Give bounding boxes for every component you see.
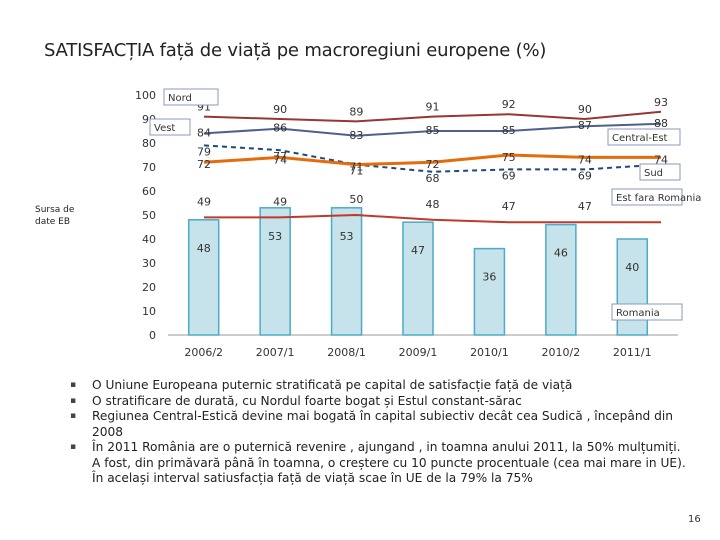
bullet-item: ▪ În 2011 România are o puternică revenir… [70, 440, 690, 487]
bar-data-label: 46 [554, 247, 568, 260]
bullet-dot: ▪ [70, 442, 77, 452]
line-data-label: 74 [273, 153, 287, 166]
line-data-label: 69 [502, 169, 516, 182]
bullet-text: O Uniune Europeana puternic stratificată… [92, 378, 573, 392]
bar-data-label: 53 [340, 230, 354, 243]
bullet-item: ▪ O Uniune Europeana puternic stratificat… [70, 378, 690, 394]
y-tick-label: 30 [142, 257, 156, 270]
bullet-text: Regiunea Central-Estică devine mai bogat… [92, 409, 674, 439]
line-data-label: 83 [349, 129, 363, 142]
bar-romania [545, 223, 577, 336]
bar-romania [402, 221, 434, 336]
series-line-sud [203, 144, 662, 173]
line-data-label: 88 [654, 117, 668, 130]
x-tick-label: 2008/1 [327, 346, 366, 359]
bar-data-label: 48 [197, 242, 211, 255]
source-label: Sursa de date EB [35, 205, 75, 227]
x-tick-label: 2006/2 [184, 346, 223, 359]
page-number: 16 [688, 514, 701, 525]
y-tick-label: 50 [142, 209, 156, 222]
x-tick-label: 2010/2 [542, 346, 581, 359]
bar-romania [187, 219, 220, 336]
y-tick-label: 60 [142, 185, 156, 198]
bar-romania [259, 207, 291, 336]
line-data-label: 71 [349, 165, 363, 178]
line-data-label: 90 [273, 103, 287, 116]
line-data-label: 74 [578, 153, 592, 166]
bullet-dot: ▪ [70, 395, 77, 406]
bar-data-label: 36 [482, 271, 496, 284]
legend-box [607, 128, 681, 146]
line-data-label: 85 [426, 124, 440, 137]
line-data-label: 49 [273, 195, 287, 208]
bullet-text: În 2011 România are o puternică revenire… [92, 440, 686, 485]
series-line-est-fara-romania [204, 213, 661, 224]
bullet-list: ▪ O Uniune Europeana puternic stratificat… [70, 378, 690, 487]
line-data-label: 84 [197, 126, 211, 139]
line-data-label: 85 [502, 124, 516, 137]
series-line-nord [203, 110, 662, 123]
line-data-label: 89 [349, 105, 363, 118]
bullet-item: ▪ O stratificare de durată, cu Nordul foa… [70, 394, 690, 410]
line-data-label: 93 [654, 96, 668, 109]
line-data-label: 72 [197, 158, 211, 171]
legend-label: Romania [616, 308, 660, 319]
line-data-label: 69 [578, 169, 592, 182]
legend-box [149, 118, 191, 136]
x-tick-label: 2011/1 [613, 346, 652, 359]
bullet-dot: ▪ [70, 411, 77, 421]
y-tick-label: 20 [142, 281, 156, 294]
series-line-vest [203, 122, 662, 137]
bar-data-label: 40 [625, 261, 639, 274]
legend-label: Est fara Romania [616, 193, 701, 204]
bullet-item: ▪ Regiunea Central-Estică devine mai boga… [70, 409, 690, 440]
y-tick-label: 70 [142, 161, 156, 174]
x-tick-label: 2007/1 [256, 346, 295, 359]
legend-label: Nord [168, 93, 192, 104]
line-data-label: 72 [426, 158, 440, 171]
legend-box [611, 303, 683, 321]
legend-box [611, 188, 683, 206]
legend-box [163, 88, 219, 106]
bullet-text: O stratificare de durată, cu Nordul foar… [92, 393, 522, 408]
bar-data-label: 47 [411, 244, 425, 257]
line-data-label: 87 [578, 119, 592, 132]
line-data-label: 50 [349, 193, 363, 206]
line-data-label: 48 [426, 198, 440, 211]
page-title: SATISFACȚIA față de viață pe macroregiun… [44, 40, 547, 61]
series-line-central-est [203, 153, 661, 167]
line-data-label: 75 [502, 151, 516, 164]
line-data-label: 92 [502, 98, 516, 111]
legend-label: Central-Est [612, 133, 668, 144]
bar-data-label: 53 [268, 230, 282, 243]
line-data-label: 47 [502, 200, 516, 213]
line-data-label: 86 [273, 122, 287, 135]
legend-label: Vest [154, 123, 175, 134]
x-tick-label: 2010/1 [470, 346, 509, 359]
y-tick-label: 100 [135, 89, 156, 102]
line-data-label: 71 [349, 161, 363, 174]
bullet-dot: ▪ [70, 380, 77, 390]
y-tick-label: 0 [149, 329, 156, 342]
line-data-label: 74 [654, 153, 668, 166]
bar-romania [330, 207, 363, 336]
line-data-label: 49 [197, 195, 211, 208]
line-data-label: 90 [578, 103, 592, 116]
bar-romania [616, 238, 649, 336]
y-tick-label: 80 [142, 137, 156, 150]
legend-box [639, 163, 681, 181]
y-tick-label: 40 [142, 233, 156, 246]
x-tick-label: 2009/1 [399, 346, 438, 359]
line-data-label: 68 [426, 172, 440, 185]
line-data-label: 47 [578, 200, 592, 213]
line-data-label: 91 [426, 101, 440, 114]
legend-label: Sud [644, 168, 663, 179]
line-data-label: 79 [197, 145, 211, 158]
y-tick-label: 10 [142, 305, 156, 318]
bar-romania [473, 247, 506, 336]
